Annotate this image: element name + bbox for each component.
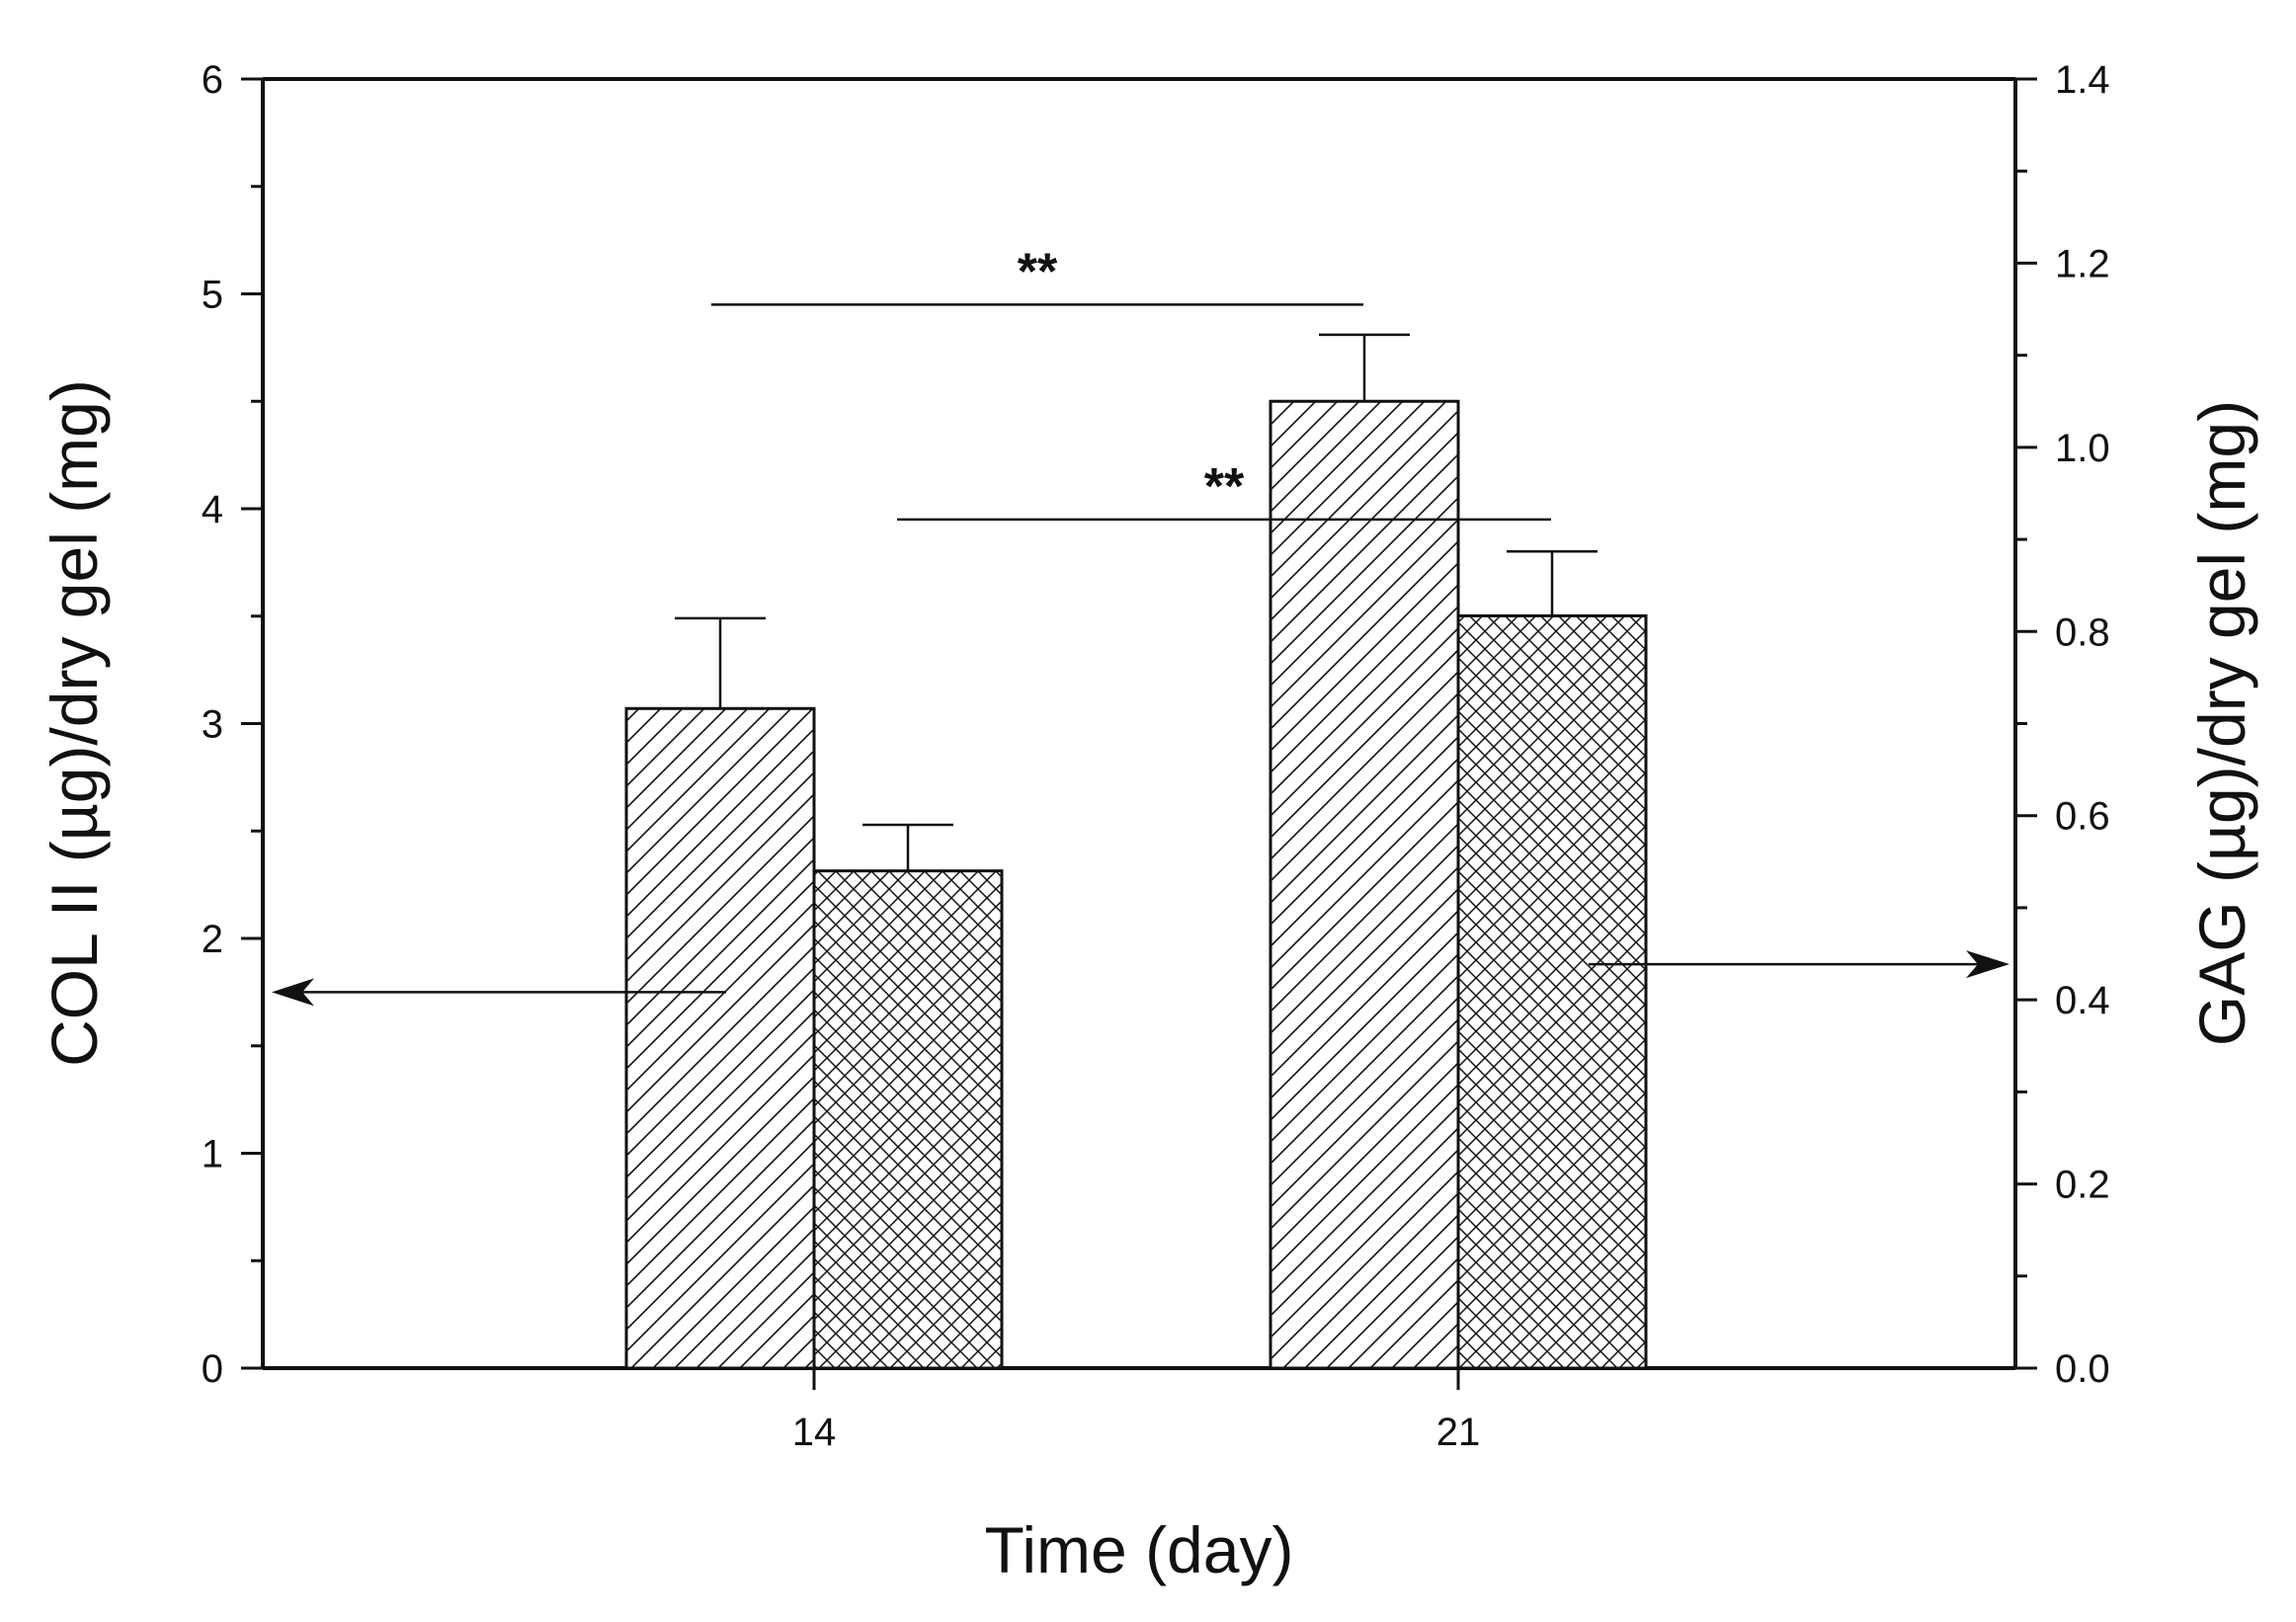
right-axis-ticks: 0.0 0.2 0.4 0.6 0.8 1.0 1.2 1.4 <box>2015 58 2110 1391</box>
left-tick-label: 5 <box>202 274 223 317</box>
left-tick-label: 2 <box>202 918 223 961</box>
x-axis-ticks: 14 21 <box>792 1368 1481 1454</box>
significance-annotations: ** ** <box>711 243 1551 522</box>
right-tick-label: 0.6 <box>2055 795 2110 839</box>
bar-series2-day14 <box>812 869 1004 1370</box>
bar-series1-day21 <box>1269 399 1460 1370</box>
right-tick-label: 1.4 <box>2055 58 2110 102</box>
right-tick-label: 0.4 <box>2055 979 2110 1022</box>
significance-label: ** <box>1018 243 1058 300</box>
significance-label: ** <box>1204 458 1245 516</box>
left-axis-arrow-head <box>272 978 314 1007</box>
left-tick-label: 1 <box>202 1133 223 1176</box>
left-tick-label: 4 <box>202 488 223 531</box>
left-tick-label: 0 <box>202 1347 223 1391</box>
right-tick-label: 0.8 <box>2055 610 2110 654</box>
x-tick-label: 21 <box>1436 1411 1481 1454</box>
x-axis-title: Time (day) <box>985 1513 1294 1586</box>
left-tick-label: 6 <box>202 58 223 102</box>
left-axis-title: COL II (µg)/dry gel (mg) <box>38 379 111 1067</box>
plot-frame <box>261 77 2017 1370</box>
bar-group <box>624 333 1648 1370</box>
right-tick-label: 1.0 <box>2055 427 2110 470</box>
right-axis-arrow-head <box>1966 950 2009 979</box>
axis-indicator-arrows <box>272 950 2009 1007</box>
right-axis-title: GAG (µg)/dry gel (mg) <box>2185 400 2258 1046</box>
bar-series2-day21 <box>1456 613 1648 1370</box>
bar-series1-day14 <box>624 706 816 1370</box>
right-tick-label: 1.2 <box>2055 242 2110 285</box>
right-tick-label: 0.0 <box>2055 1347 2110 1391</box>
left-tick-label: 3 <box>202 703 223 747</box>
right-tick-label: 0.2 <box>2055 1164 2110 1207</box>
left-axis-ticks: 0 1 2 3 4 5 6 <box>202 58 263 1391</box>
x-tick-label: 14 <box>792 1411 837 1454</box>
